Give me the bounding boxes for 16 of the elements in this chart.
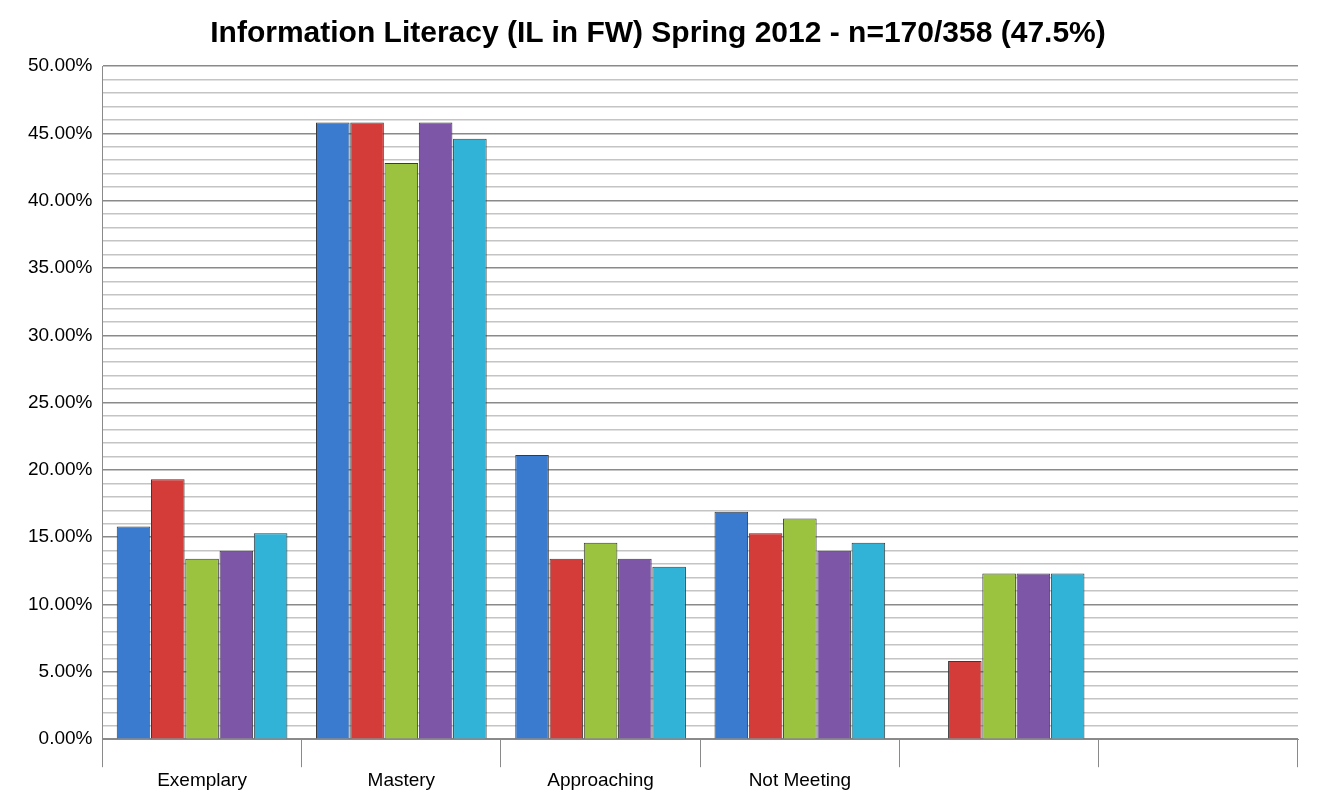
y-tick-label: 15.00% xyxy=(27,525,93,547)
y-tick-label: 20.00% xyxy=(27,458,93,480)
y-tick-label: 45.00% xyxy=(27,121,93,143)
x-tick-label: Mastery xyxy=(367,768,436,790)
y-tick-label: 40.00% xyxy=(27,188,93,210)
x-tick-label: Not Meeting xyxy=(748,768,852,790)
chart-title: Information Literacy (IL in FW) Spring 2012 - n=170/358 (47.5%) xyxy=(210,15,1106,49)
y-tick-label: 0.00% xyxy=(38,727,93,749)
x-tick-label: Approaching xyxy=(547,768,654,790)
x-tick-label: Exemplary xyxy=(157,768,248,790)
y-tick-label: 25.00% xyxy=(27,390,93,412)
y-tick-label: 30.00% xyxy=(27,323,93,345)
y-tick-label: 35.00% xyxy=(27,256,93,278)
y-tick-label: 10.00% xyxy=(27,592,93,614)
y-tick-label: 5.00% xyxy=(38,660,93,682)
y-tick-label: 50.00% xyxy=(27,54,93,76)
